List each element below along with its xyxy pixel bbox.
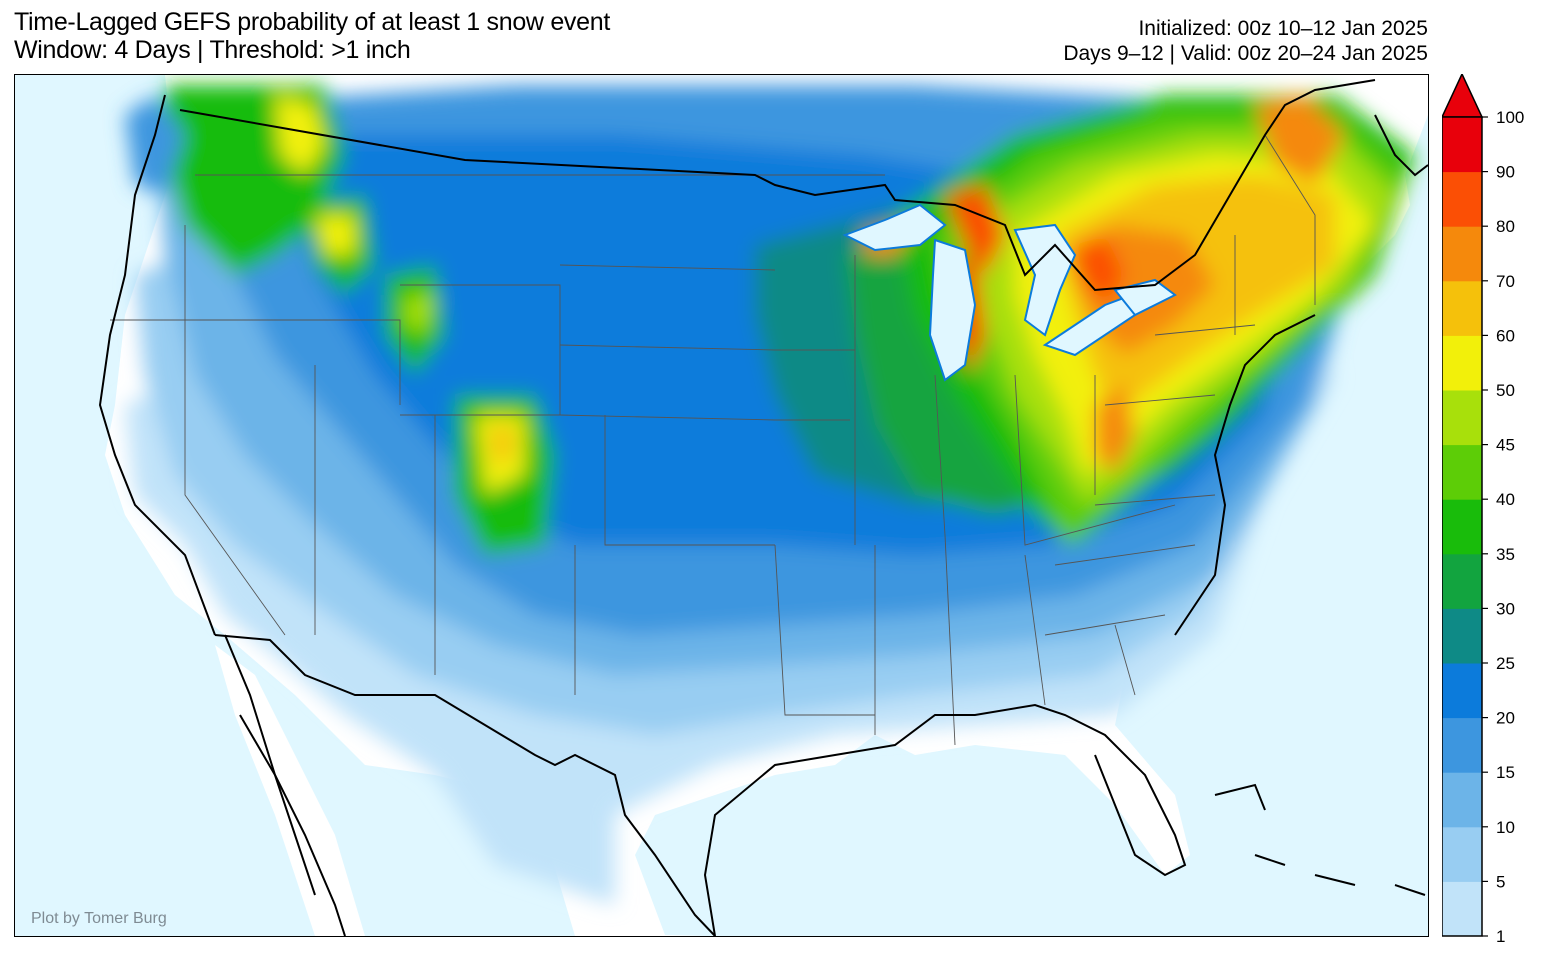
colorbar-tick-label: 80 (1496, 217, 1515, 236)
coastlines (98, 79, 1428, 936)
colorbar-extend-arrow (1442, 74, 1484, 118)
colorbar-tick-label: 30 (1496, 599, 1515, 618)
colorbar-segment (1442, 117, 1482, 173)
caribbean-islands (1214, 783, 1426, 896)
colorbar-outline (1442, 116, 1483, 937)
colorbar-segment (1442, 280, 1482, 336)
title-block: Time-Lagged GEFS probability of at least… (14, 8, 610, 64)
colorbar-tick-label: 10 (1496, 818, 1515, 837)
colorbar-segment (1442, 772, 1482, 828)
colorbar-segment (1442, 663, 1482, 719)
title-line-2: Window: 4 Days | Threshold: >1 inch (14, 36, 411, 64)
great-lakes (842, 203, 1177, 382)
colorbar-tick-label: 50 (1496, 381, 1515, 400)
colorbar-segment (1442, 335, 1482, 391)
colorbar-tick-label: 45 (1496, 436, 1515, 455)
initialized-text: Initialized: 00z 10–12 Jan 2025 (1138, 17, 1428, 40)
colorbar-segment (1442, 171, 1482, 227)
state-borders (110, 134, 1316, 746)
baja-peninsula (215, 645, 365, 936)
meta-block: Initialized: 00z 10–12 Jan 2025 Days 9–1… (1063, 16, 1428, 66)
colorbar-segment (1442, 444, 1482, 500)
map-panel: Plot by Tomer Burg (14, 74, 1429, 937)
colorbar-segment (1442, 499, 1482, 555)
valid-text: Days 9–12 | Valid: 00z 20–24 Jan 2025 (1063, 42, 1428, 65)
colorbar-tick-label: 40 (1496, 490, 1515, 509)
colorbar-tick-label: 15 (1496, 763, 1515, 782)
colorbar-tick-label: 25 (1496, 654, 1515, 673)
snow-probability-map (15, 75, 1428, 936)
colorbar-tick-label: 20 (1496, 709, 1515, 728)
colorbar-tick-label: 90 (1496, 163, 1515, 182)
colorbar-segment (1442, 717, 1482, 773)
colorbar-segment (1442, 881, 1482, 937)
credit-text: Plot by Tomer Burg (31, 910, 167, 927)
colorbar-tick-label: 1 (1496, 927, 1505, 946)
colorbar-tick-label: 35 (1496, 545, 1515, 564)
colorbar-segment (1442, 826, 1482, 882)
title-line-1: Time-Lagged GEFS probability of at least… (14, 8, 610, 36)
colorbar-tick-label: 70 (1496, 272, 1515, 291)
colorbar-tick-label: 60 (1496, 326, 1515, 345)
colorbar-tick-label: 5 (1496, 872, 1505, 891)
colorbar-segment (1442, 608, 1482, 664)
colorbar-segment (1442, 553, 1482, 609)
colorbar-segment (1442, 226, 1482, 282)
colorbar-segment (1442, 390, 1482, 446)
colorbar-tick-label: 100 (1496, 108, 1524, 127)
